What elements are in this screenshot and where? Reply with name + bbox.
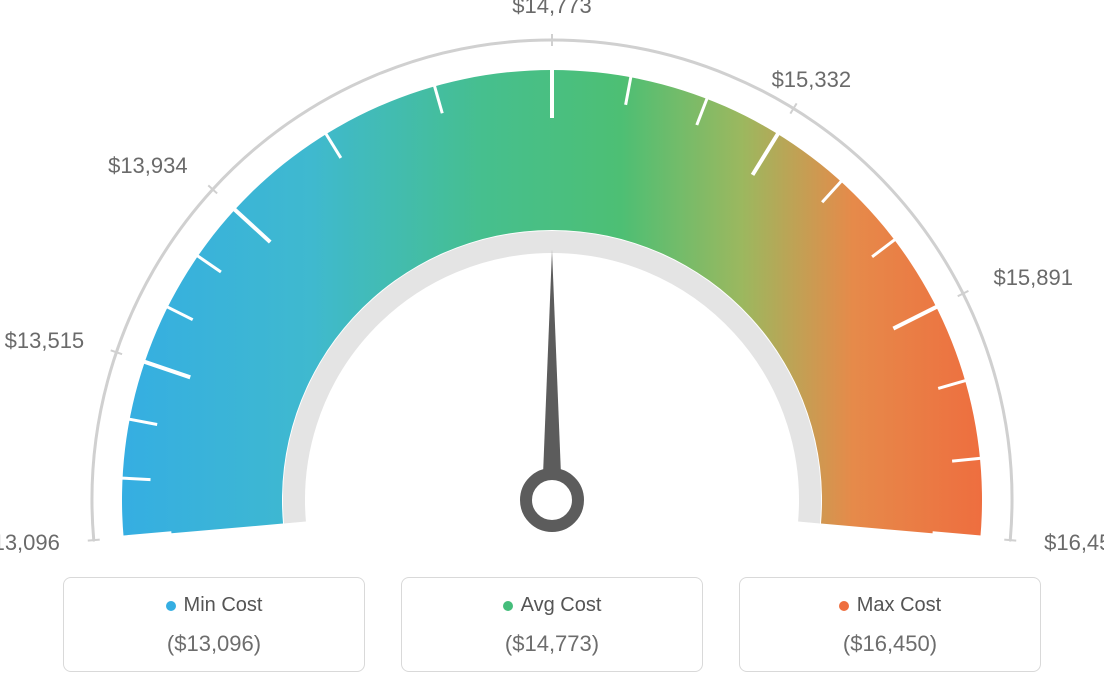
legend-min-label: Min Cost [184, 594, 263, 616]
legend-avg-title: Avg Cost [402, 594, 702, 617]
legend-dot-max [839, 601, 849, 611]
legend-card-avg: Avg Cost ($14,773) [401, 577, 703, 672]
gauge-tick-label: $16,450 [1044, 530, 1104, 556]
gauge-svg [0, 0, 1104, 560]
gauge-tick-label: $15,332 [772, 67, 852, 93]
gauge-area: $13,096 $13,515 $13,934 $14,773 $15,332 $15,8… [0, 0, 1104, 560]
legend-avg-value: ($14,773) [402, 631, 702, 657]
cost-gauge-chart: $13,096 $13,515 $13,934 $14,773 $15,332 $15,8… [0, 0, 1104, 690]
legend-dot-avg [503, 601, 513, 611]
legend-dot-min [166, 601, 176, 611]
gauge-tick-label: $13,515 [5, 328, 85, 354]
legend-min-title: Min Cost [64, 594, 364, 617]
legend-card-min: Min Cost ($13,096) [63, 577, 365, 672]
legend-card-max: Max Cost ($16,450) [739, 577, 1041, 672]
legend-row: Min Cost ($13,096) Avg Cost ($14,773) Ma… [0, 577, 1104, 672]
gauge-tick-label: $14,773 [512, 0, 592, 19]
gauge-tick-label: $13,934 [108, 153, 188, 179]
legend-max-title: Max Cost [740, 594, 1040, 617]
gauge-tick-label: $13,096 [0, 530, 60, 556]
legend-max-label: Max Cost [857, 594, 941, 616]
legend-max-value: ($16,450) [740, 631, 1040, 657]
legend-min-value: ($13,096) [64, 631, 364, 657]
gauge-tick-label: $15,891 [993, 265, 1073, 291]
legend-avg-label: Avg Cost [521, 594, 602, 616]
